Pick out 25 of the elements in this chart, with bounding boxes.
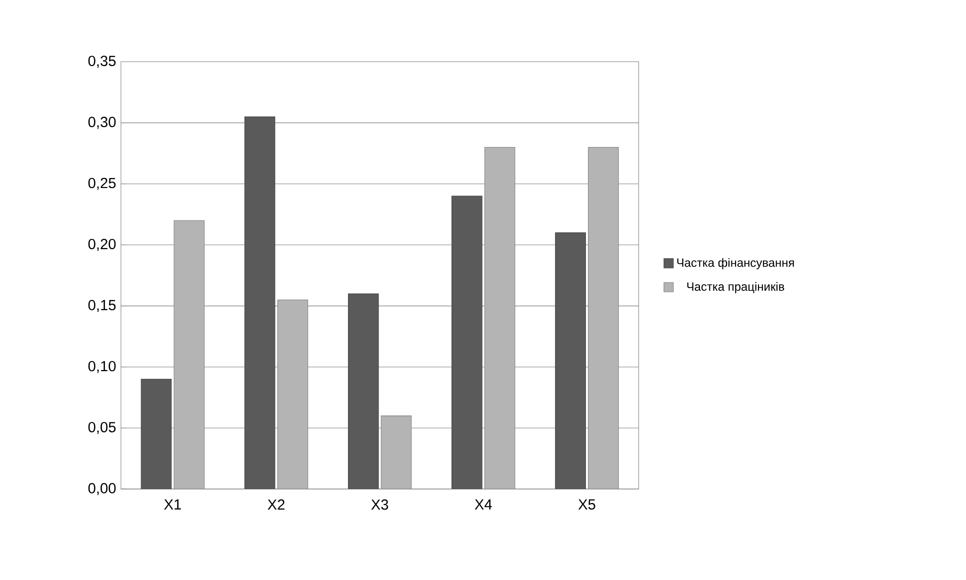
bar — [140, 378, 172, 489]
y-tick-label: 0,10 — [88, 360, 116, 373]
bar — [380, 415, 412, 489]
legend-label: Частка фінансування — [677, 258, 794, 270]
bar — [348, 293, 379, 489]
y-tick-label: 0,05 — [88, 422, 116, 434]
y-tick-label: 0,30 — [88, 116, 116, 129]
x-tick-label: X2 — [268, 499, 284, 510]
y-tick-label: 0,15 — [88, 300, 116, 312]
x-tick-label: X5 — [578, 499, 596, 510]
y-tick-label: 0,35 — [88, 56, 116, 68]
y-tick-label: 0,00 — [88, 482, 116, 496]
y-tick-label: 0,25 — [88, 178, 116, 190]
bar — [174, 220, 205, 489]
bar — [244, 116, 276, 489]
bar — [277, 300, 308, 489]
x-tick-label: X1 — [164, 499, 181, 510]
bar — [484, 146, 516, 489]
y-tick-label: 0,20 — [88, 238, 116, 251]
bar — [452, 196, 482, 489]
x-tick-label: X4 — [474, 499, 492, 510]
bar — [588, 146, 619, 489]
x-tick-label: X3 — [371, 499, 388, 510]
bar — [555, 232, 586, 489]
legend-label: Частка праціників — [687, 282, 784, 294]
